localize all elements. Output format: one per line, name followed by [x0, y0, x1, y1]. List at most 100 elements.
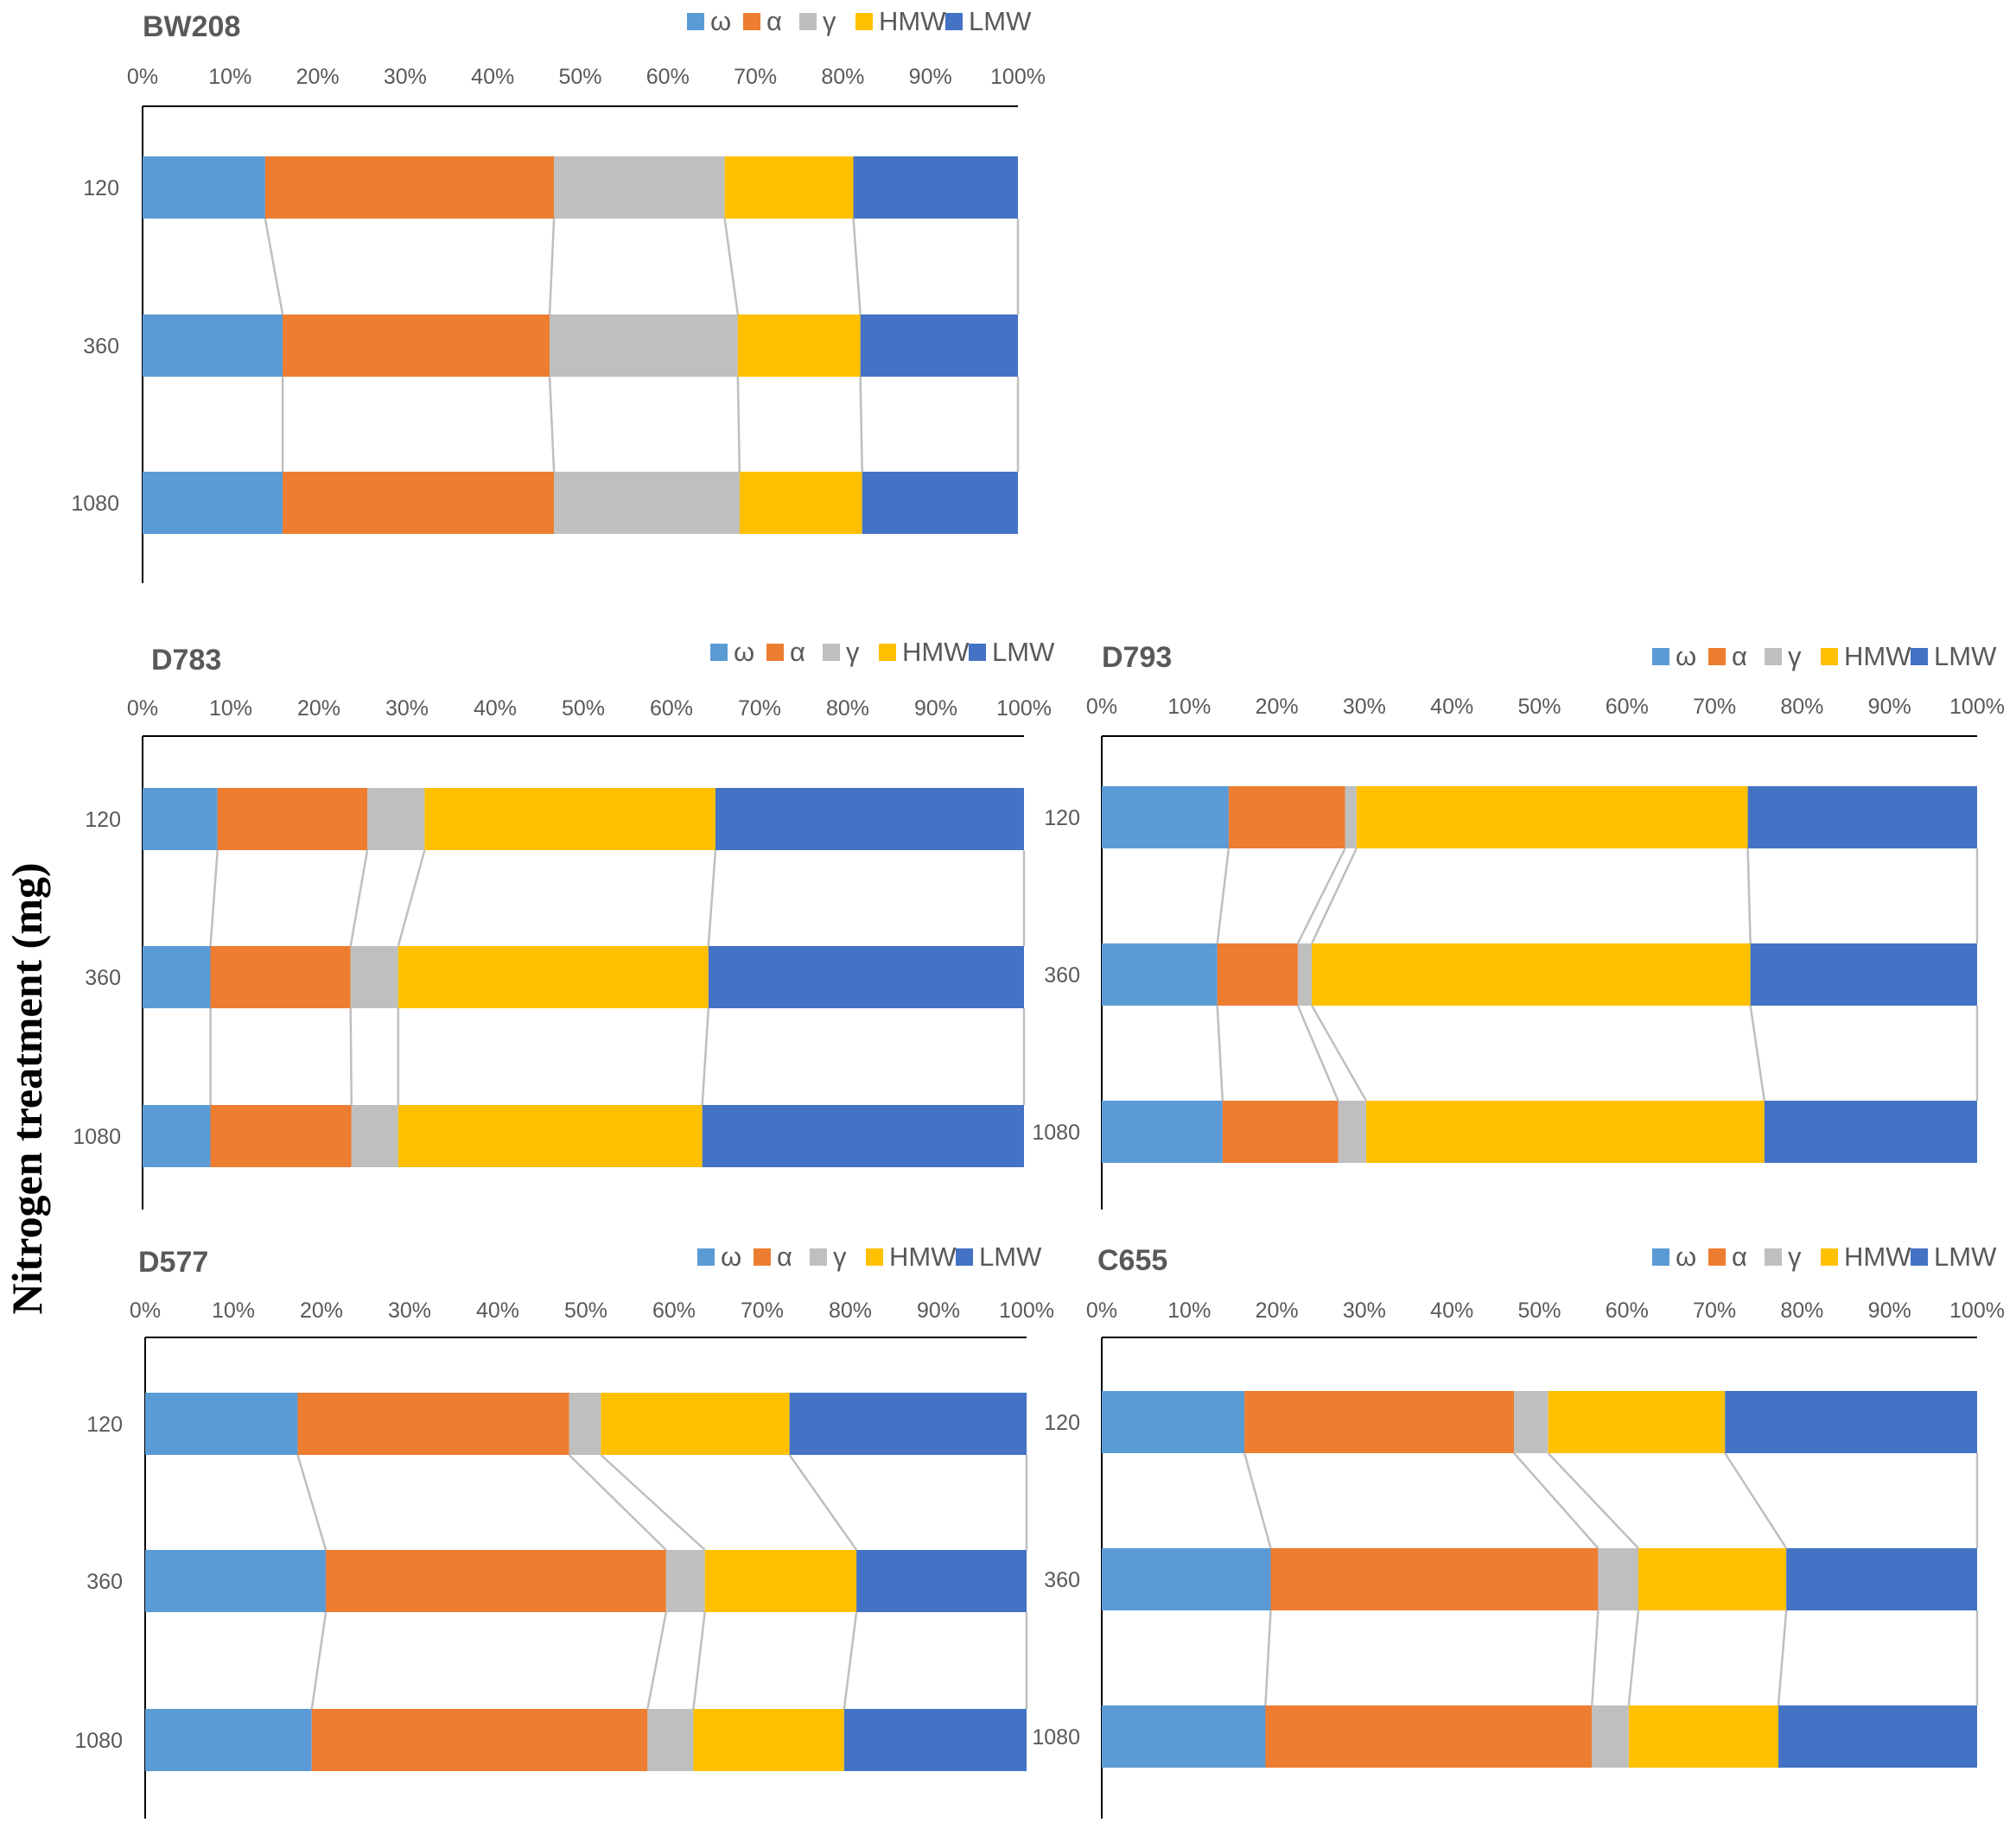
series-line	[548, 376, 556, 473]
x-tick-label: 40%	[1430, 695, 1473, 719]
legend: ω α γ HMW LMW	[1652, 641, 1997, 671]
legend-entry: α	[777, 1242, 792, 1272]
y-tick-label: 1080	[71, 492, 119, 516]
bar-gamma-1080	[1338, 1101, 1366, 1163]
legend-entry: ω	[1676, 1242, 1696, 1272]
y-tick-label: 360	[86, 1570, 123, 1594]
chart-panel-d793: D793 0% 10% 20% 30% 40% 50% 60% 70% 80% 90% 100% 120…	[1032, 641, 2005, 1210]
chart-title: D783	[151, 644, 221, 676]
bar-hmw-120	[424, 788, 715, 850]
legend-entry: γ	[1788, 1242, 1802, 1272]
bar-gamma-120	[367, 788, 425, 850]
y-tick-label: 1080	[73, 1125, 121, 1149]
bar-gamma-1080	[647, 1709, 694, 1771]
series-line	[1216, 1005, 1224, 1102]
bar-lmw-120	[1725, 1391, 1977, 1453]
legend: ω α γ HMW LMW	[697, 1242, 1042, 1272]
bar-gamma-120	[569, 1393, 601, 1455]
series-line	[600, 1454, 706, 1551]
bar-omega-120	[143, 788, 218, 850]
y-tick-label: 360	[1044, 963, 1080, 988]
series-line	[296, 1454, 328, 1551]
legend-swatch	[1652, 1248, 1669, 1266]
legend-entry: LMW	[1934, 641, 1997, 671]
bar-omega-120	[1102, 786, 1229, 848]
series-line	[843, 1611, 858, 1710]
legend-entry: ω	[734, 637, 754, 667]
y-tick-label: 120	[86, 1413, 123, 1437]
x-tick-label: 100%	[1949, 695, 2005, 719]
legend-swatch	[1821, 1248, 1838, 1266]
bar-omega-1080	[143, 472, 283, 534]
x-tick-label: 100%	[999, 1299, 1054, 1323]
series-line	[548, 218, 556, 315]
series-line	[1264, 1610, 1272, 1706]
legend-swatch	[1765, 648, 1782, 665]
bar-gamma-360	[665, 1550, 705, 1612]
bar-lmw-1080	[862, 472, 1018, 534]
x-tick-label: 70%	[734, 65, 777, 89]
series-line	[568, 1454, 667, 1551]
y-tick-label: 360	[83, 334, 119, 359]
series-line	[1296, 1005, 1339, 1102]
series-line	[349, 849, 369, 947]
x-tick-label: 70%	[738, 696, 781, 721]
bar-hmw-1080	[1628, 1705, 1779, 1768]
bar-gamma-120	[1345, 786, 1357, 848]
bar-hmw-120	[1548, 1391, 1726, 1453]
bar-alpha-1080	[311, 1709, 648, 1771]
y-tick-label: 360	[85, 966, 121, 990]
legend-swatch	[866, 1248, 883, 1266]
bar-lmw-120	[853, 156, 1018, 219]
series-line	[1591, 1610, 1599, 1706]
x-tick-label: 70%	[1693, 695, 1736, 719]
x-tick-label: 40%	[474, 696, 517, 721]
legend-entry: ω	[710, 6, 731, 36]
bar-lmw-120	[715, 788, 1024, 850]
legend-entry: α	[766, 6, 782, 36]
x-tick-label: 70%	[741, 1299, 784, 1323]
bar-hmw-1080	[693, 1709, 844, 1771]
legend-swatch	[1708, 1248, 1726, 1266]
series-line	[1310, 848, 1358, 944]
x-tick-label: 50%	[564, 1299, 607, 1323]
legend-swatch	[697, 1248, 715, 1266]
legend-swatch	[810, 1248, 827, 1266]
bar-lmw-1080	[702, 1105, 1024, 1167]
legend-entry: ω	[721, 1242, 741, 1272]
x-tick-label: 60%	[646, 65, 690, 89]
bar-lmw-360	[1786, 1548, 1977, 1610]
x-tick-label: 60%	[1606, 1299, 1649, 1323]
series-line	[723, 218, 740, 315]
bar-lmw-120	[1747, 786, 1977, 848]
legend-swatch	[687, 13, 704, 30]
bar-alpha-120	[217, 788, 368, 850]
x-tick-label: 90%	[914, 696, 957, 721]
bar-lmw-360	[860, 314, 1018, 377]
y-axis-label: Nitrogen treatment (mg)	[3, 863, 51, 1315]
legend-swatch	[823, 644, 840, 661]
legend-swatch	[766, 644, 784, 661]
series-line	[692, 1611, 706, 1710]
bar-lmw-360	[856, 1550, 1027, 1612]
legend-entry: γ	[846, 637, 860, 667]
bar-gamma-120	[1514, 1391, 1549, 1453]
x-tick-label: 20%	[1256, 695, 1299, 719]
x-tick-label: 40%	[1430, 1299, 1473, 1323]
legend-entry: LMW	[969, 6, 1032, 36]
x-tick-label: 50%	[562, 696, 605, 721]
bar-gamma-360	[550, 314, 738, 377]
chart-title: C655	[1097, 1244, 1167, 1277]
x-tick-label: 90%	[1868, 695, 1911, 719]
legend-entry: ω	[1676, 641, 1696, 671]
bar-hmw-360	[737, 314, 861, 377]
series-line	[1311, 1005, 1368, 1102]
x-tick-label: 20%	[1256, 1299, 1299, 1323]
series-line	[646, 1611, 668, 1710]
bar-alpha-1080	[210, 1105, 352, 1167]
y-tick-label: 1080	[74, 1729, 123, 1753]
bar-hmw-360	[704, 1550, 857, 1612]
y-tick-label: 1080	[1032, 1725, 1080, 1750]
bar-gamma-360	[350, 946, 398, 1008]
series-line	[349, 1007, 353, 1106]
